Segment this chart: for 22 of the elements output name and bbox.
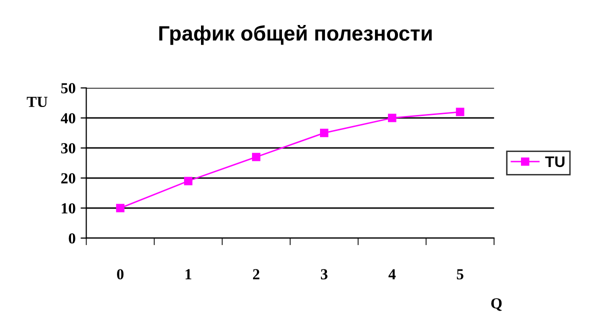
y-tick-label: 50 xyxy=(61,83,76,94)
legend-label: TU xyxy=(545,156,564,168)
y-tick-label: 20 xyxy=(61,173,76,184)
chart-title: График общей полезности xyxy=(159,25,432,45)
point xyxy=(252,152,260,162)
x-tick-label: 3 xyxy=(320,269,328,280)
x-tick-label: 5 xyxy=(456,269,464,280)
point xyxy=(456,108,464,116)
x-tick-label: 2 xyxy=(253,269,260,280)
y-tick-label: 40 xyxy=(60,113,76,124)
y-tick-label: 10 xyxy=(62,203,76,214)
x-tick-label: 4 xyxy=(388,269,396,280)
point xyxy=(388,114,396,122)
x-tick-label: 0 xyxy=(117,269,124,280)
point xyxy=(116,204,124,212)
y-tick-label: 0 xyxy=(68,233,76,244)
y-axis-title: TU xyxy=(26,96,48,108)
x-axis-title: Q xyxy=(491,298,502,311)
x-tick-label: 1 xyxy=(186,269,192,280)
point xyxy=(320,128,328,138)
y-tick-label: 30 xyxy=(61,143,76,154)
point xyxy=(184,176,192,186)
